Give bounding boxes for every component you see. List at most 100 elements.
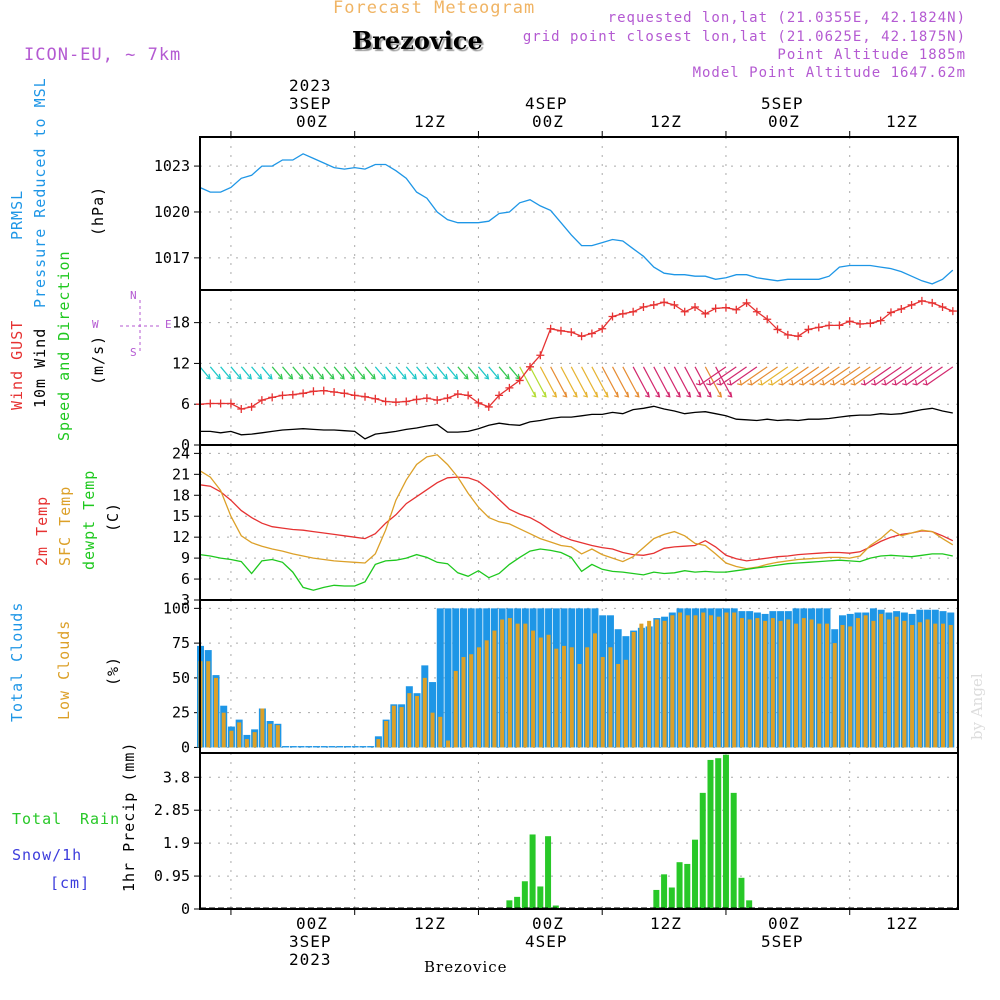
wind-arrow-head xyxy=(422,373,428,380)
gust-marker xyxy=(391,398,400,407)
low-cloud-bar xyxy=(221,712,226,748)
gust-marker xyxy=(371,394,380,403)
gust-marker xyxy=(206,399,215,408)
gust-marker xyxy=(402,397,411,406)
wind-arrow-head xyxy=(891,379,897,386)
wind-arrow-shaft xyxy=(261,366,273,380)
gust-marker xyxy=(732,305,741,314)
low-cloud-bar xyxy=(391,705,396,748)
top-time-label: 12Z xyxy=(650,112,682,131)
gust-marker xyxy=(928,298,937,307)
y-tick-label: 2.85 xyxy=(154,801,190,819)
wind-arrow-shaft xyxy=(673,366,691,398)
gust-marker xyxy=(886,308,895,317)
low-cloud-bar xyxy=(616,663,621,748)
gust-marker xyxy=(773,325,782,334)
wind-arrow-head xyxy=(850,379,856,386)
wind-arrow-shaft xyxy=(622,366,640,398)
low-cloud-bar xyxy=(531,630,536,748)
rain-bar xyxy=(545,836,552,909)
low-cloud-bar xyxy=(840,625,845,748)
gust-marker xyxy=(752,307,761,316)
wind-arrow-shaft xyxy=(220,366,232,380)
low-cloud-bar xyxy=(407,693,412,748)
y-tick-label: 75 xyxy=(172,634,190,652)
gust-marker xyxy=(381,397,390,406)
gust-marker xyxy=(257,396,266,405)
rain-bar xyxy=(552,905,559,909)
wind-arrow-shaft xyxy=(642,366,660,398)
wind-arrow-shaft xyxy=(885,366,912,386)
gust-marker xyxy=(237,404,246,413)
bottom-date-label: 3SEP xyxy=(289,932,332,951)
low-cloud-bar xyxy=(229,730,234,748)
y-tick-label: 21 xyxy=(172,465,190,483)
gust-marker xyxy=(917,296,926,305)
total-cloud-bar xyxy=(336,746,344,748)
bottom-date-label: 4SEP xyxy=(525,932,568,951)
y-tick-label: 12 xyxy=(172,354,190,372)
rain-bar xyxy=(730,792,737,909)
wind-arrow-shaft xyxy=(761,366,789,386)
wind-arrow-head xyxy=(881,379,887,386)
bottom-date-label: 5SEP xyxy=(761,932,804,951)
compass-east: E xyxy=(165,318,173,331)
top-date-label: 4SEP xyxy=(525,94,568,113)
top-time-label: 12Z xyxy=(414,112,446,131)
gust-marker xyxy=(536,351,545,360)
rain-bar xyxy=(529,834,536,909)
wind-arrow-head xyxy=(788,379,794,386)
grid-point-coords: grid point closest lon,lat (21.0625E, 42… xyxy=(522,29,966,45)
wind-arrow-shaft xyxy=(271,366,283,380)
wind-arrow-head xyxy=(583,391,589,398)
gust-marker xyxy=(783,330,792,339)
y-tick-label: 50 xyxy=(172,669,190,687)
gust-marker xyxy=(299,389,308,398)
wind-arrow-shaft xyxy=(539,366,557,398)
y-tick-label: 6 xyxy=(181,570,190,588)
wind-arrow-shaft xyxy=(251,366,263,380)
gust-marker xyxy=(907,300,916,309)
wind-arrow-head xyxy=(484,373,490,380)
low-cloud-bar xyxy=(469,654,474,748)
low-cloud-bar xyxy=(554,648,559,748)
wind-arrow-shaft xyxy=(477,366,489,380)
wind-arrow-shaft xyxy=(374,366,386,380)
wind-arrow-shaft xyxy=(570,366,588,398)
wind-arrow-head xyxy=(686,391,692,398)
temp2m-line xyxy=(199,476,954,562)
y-tick-label: 1020 xyxy=(154,203,190,221)
rain-bar xyxy=(707,759,714,909)
low-cloud-bar xyxy=(237,722,242,748)
wind-arrow-head xyxy=(644,391,650,398)
wind-arrow-shaft xyxy=(709,366,737,386)
wind-arrow-shaft xyxy=(802,366,830,386)
gust-marker xyxy=(618,309,627,318)
wind-arrow-head xyxy=(216,373,222,380)
top-time-label: 00Z xyxy=(296,112,328,131)
low-cloud-bar xyxy=(492,630,497,748)
gust-marker xyxy=(340,389,349,398)
wind-arrow-shaft xyxy=(230,366,242,380)
low-cloud-bar xyxy=(384,721,389,748)
y-tick-label: 0 xyxy=(181,738,190,756)
low-cloud-bar xyxy=(647,620,652,748)
low-cloud-bar xyxy=(577,663,582,748)
low-cloud-bar xyxy=(244,739,249,748)
wind-arrow-head xyxy=(350,373,356,380)
wind-arrow-shaft xyxy=(343,366,355,380)
low-cloud-bar xyxy=(809,619,814,748)
wind-arrow-shaft xyxy=(385,366,397,380)
compass-north: N xyxy=(130,289,138,302)
rain-bar xyxy=(521,881,528,909)
gust-marker xyxy=(556,326,565,335)
wind-arrow-head xyxy=(840,379,846,386)
total-cloud-bar xyxy=(305,746,313,748)
y-tick-label: 1017 xyxy=(154,249,190,267)
snow-label: Snow/1h xyxy=(12,846,83,864)
bottom-time-label: 12Z xyxy=(414,914,446,933)
low-cloud-bar xyxy=(399,707,404,748)
wind-arrow-shaft xyxy=(550,366,568,398)
gust-marker xyxy=(680,307,689,316)
gust-marker xyxy=(412,395,421,404)
